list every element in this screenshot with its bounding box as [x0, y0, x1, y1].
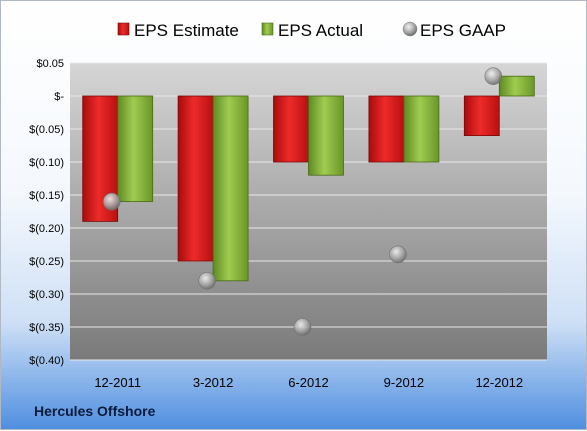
bar-eps-estimate — [177, 95, 214, 262]
y-tick-label: $(0.30) — [29, 289, 64, 301]
bar-eps-actual — [212, 95, 249, 282]
bar-eps-estimate — [463, 95, 500, 136]
y-tick-label: $- — [54, 91, 64, 103]
point-eps-gaap — [102, 192, 121, 211]
x-tick-label: 3-2012 — [193, 375, 233, 390]
y-tick-label: $(0.35) — [29, 322, 64, 334]
y-tick-label: $(0.10) — [29, 157, 64, 169]
legend-swatch — [402, 21, 418, 37]
point-eps-gaap — [484, 67, 503, 85]
point-eps-gaap — [293, 318, 312, 336]
bar-eps-actual — [403, 95, 440, 163]
x-axis-labels: 12-2011 3-2012 6-2012 9-2012 12-2012 — [94, 375, 523, 390]
point-eps-gaap — [198, 271, 216, 290]
y-tick-label: $(0.40) — [29, 355, 64, 367]
y-tick-label: $(0.25) — [29, 256, 64, 268]
x-tick-label: 6-2012 — [288, 375, 328, 390]
y-tick-label: $(0.20) — [29, 223, 64, 235]
bar-eps-estimate — [368, 95, 405, 163]
legend-swatch — [117, 22, 130, 36]
y-axis-ticks: $0.05 $- $(0.05) $(0.10) $(0.15) $(0.20) $(0.2… — [29, 58, 64, 367]
gaap-points — [102, 67, 503, 336]
y-tick-label: $(0.15) — [29, 190, 64, 202]
legend-label: EPS Actual — [278, 21, 363, 40]
y-tick-label: $(0.05) — [29, 124, 64, 136]
bar-eps-actual — [498, 75, 535, 97]
legend-label: EPS Estimate — [134, 21, 239, 40]
x-tick-label: 9-2012 — [384, 375, 424, 390]
bars — [82, 75, 535, 282]
legend-swatch — [261, 22, 274, 36]
bar-eps-actual — [117, 95, 154, 202]
bar-eps-estimate — [273, 95, 309, 163]
x-tick-label: 12-2012 — [475, 375, 523, 390]
legend: EPS Estimate EPS Actual EPS GAAP — [117, 21, 506, 40]
point-eps-gaap — [389, 245, 407, 264]
bar-eps-actual — [308, 95, 344, 176]
company-name: Hercules Offshore — [34, 403, 156, 419]
x-tick-label: 12-2011 — [94, 375, 141, 390]
legend-label: EPS GAAP — [420, 21, 506, 40]
y-tick-label: $0.05 — [36, 58, 64, 70]
